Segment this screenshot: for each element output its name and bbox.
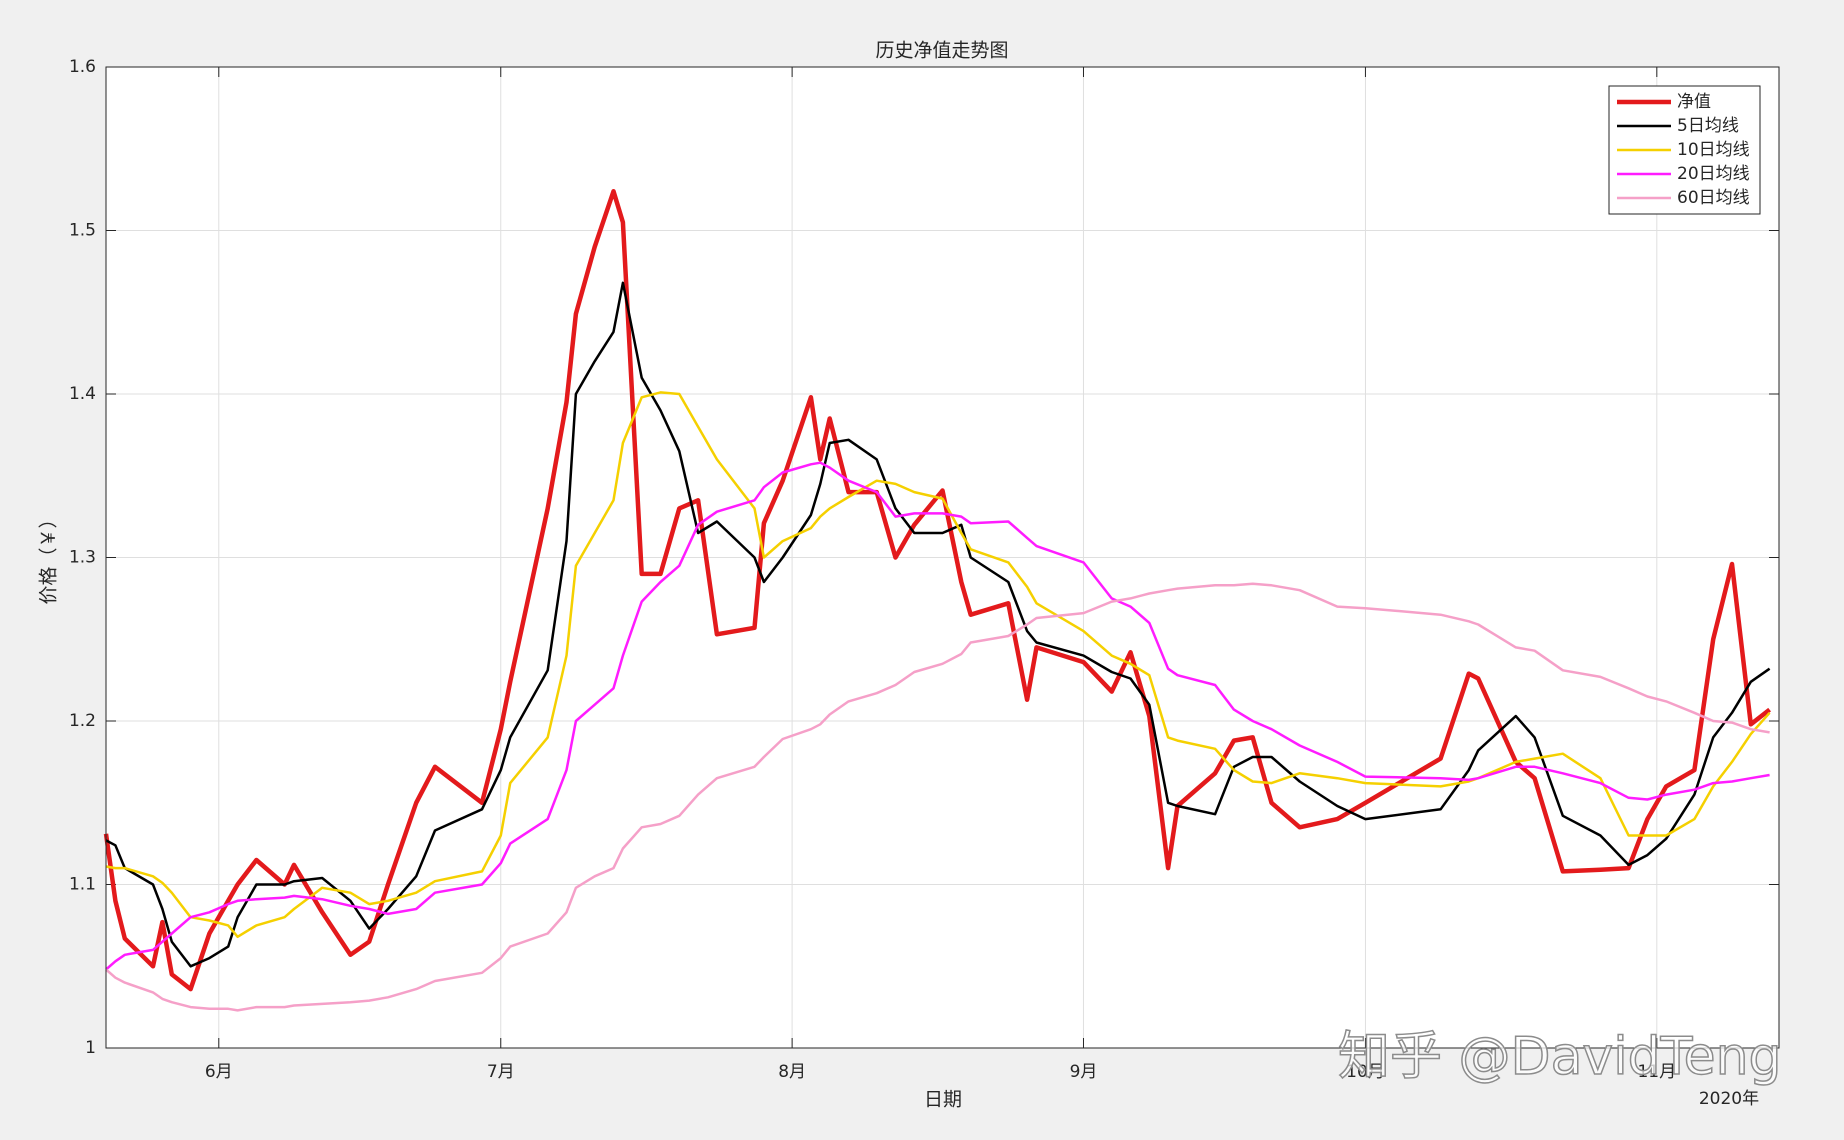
chart-title: 历史净值走势图 xyxy=(875,40,1008,62)
x-tick-label: 6月 xyxy=(205,1062,233,1082)
legend-label: 净值 xyxy=(1677,92,1711,112)
x-tick-label: 11月 xyxy=(1637,1062,1676,1082)
y-tick-label: 1.2 xyxy=(69,711,96,731)
plot-frame xyxy=(105,66,1780,1049)
series-line xyxy=(105,281,1771,968)
y-tick-label: 1.6 xyxy=(69,57,96,77)
legend-label: 60日均线 xyxy=(1677,188,1750,208)
x-tick-label: 9月 xyxy=(1070,1062,1098,1082)
y-tick-label: 1.1 xyxy=(69,875,96,895)
series-line xyxy=(105,461,1770,971)
legend-label: 20日均线 xyxy=(1677,164,1750,184)
y-tick-label: 1.3 xyxy=(69,548,96,568)
x-axis-label: 日期 xyxy=(924,1089,962,1111)
series-line xyxy=(103,189,1771,992)
y-tick-label: 1.4 xyxy=(69,384,96,404)
y-tick-label: 1 xyxy=(85,1038,96,1058)
y-axis-label: 价格（￥） xyxy=(38,509,60,604)
x-tick-label: 8月 xyxy=(778,1062,806,1082)
legend-label: 10日均线 xyxy=(1677,140,1750,160)
x-tick-label: 10月 xyxy=(1346,1062,1385,1082)
y-tick-label: 1.5 xyxy=(69,221,96,241)
watermark: 知乎 @DavidTeng xyxy=(1338,1027,1782,1087)
legend-label: 5日均线 xyxy=(1677,116,1739,136)
x-tick-label: 7月 xyxy=(487,1062,515,1082)
series-line xyxy=(105,582,1770,1012)
x-year-label: 2020年 xyxy=(1699,1089,1759,1109)
